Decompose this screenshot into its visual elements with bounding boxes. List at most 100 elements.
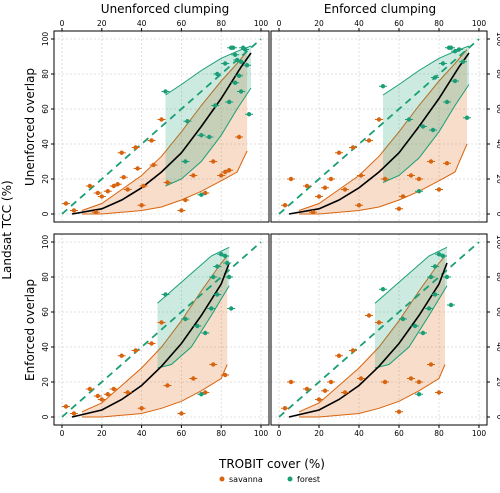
panel-frame	[53, 233, 270, 426]
legend-label-forest: forest	[297, 475, 320, 484]
savanna-point	[191, 376, 196, 381]
y-tick-label-right: 80	[495, 272, 500, 282]
panel-frame	[270, 30, 488, 223]
forest-point	[440, 61, 446, 66]
forest-point	[211, 274, 216, 280]
x-tick-label-top: 60	[177, 19, 187, 28]
y-tick-label-right: 20	[495, 377, 500, 387]
column-title-left: Unenforced clumping	[101, 2, 229, 16]
x-tick-label-top: 40	[137, 19, 147, 28]
savanna-point	[111, 386, 116, 392]
forest-point	[426, 306, 432, 311]
forest-point	[199, 392, 204, 397]
savanna-band	[299, 49, 467, 214]
y-tick-label-right: 40	[495, 342, 500, 352]
savanna-point	[99, 397, 105, 402]
forest-band-lower	[382, 84, 470, 183]
savanna-point	[350, 145, 356, 150]
savanna-point	[159, 320, 164, 325]
y-tick-label-left: 0	[41, 414, 50, 419]
panel-frame	[270, 233, 488, 426]
savanna-point	[125, 187, 130, 192]
x-tick-label-top: 0	[60, 19, 65, 28]
savanna-point	[183, 197, 188, 203]
savanna-point	[376, 117, 382, 122]
savanna-point	[358, 173, 364, 178]
forest-point	[226, 274, 232, 280]
savanna-point	[203, 390, 208, 395]
savanna-point	[356, 203, 362, 208]
forest-point	[242, 47, 248, 52]
savanna-point	[366, 313, 372, 318]
savanna-point	[288, 176, 294, 182]
savanna-point	[203, 190, 208, 196]
mean-curve	[288, 52, 470, 215]
savanna-band-upper	[298, 49, 468, 211]
y-tick-label-right: 100	[495, 32, 500, 47]
forest-point	[219, 252, 224, 257]
savanna-point	[149, 341, 154, 346]
forest-point	[456, 47, 462, 52]
y-tick-label-right: 80	[495, 69, 500, 79]
forest-point	[183, 159, 188, 164]
savanna-point	[316, 194, 322, 199]
forest-point	[430, 127, 436, 133]
savanna-band-upper	[81, 50, 248, 211]
forest-point	[195, 323, 200, 329]
savanna-point	[328, 379, 334, 385]
forest-point	[452, 78, 458, 84]
savanna-band-upper	[81, 255, 228, 413]
forest-point	[215, 71, 220, 77]
y-tick-label-right: 40	[495, 139, 500, 149]
savanna-point	[105, 189, 110, 194]
forest-point	[222, 61, 228, 66]
x-tick-label-bottom: 40	[354, 429, 364, 438]
y-tick-label-left: 100	[41, 235, 50, 250]
panel-1: 0 0 20 20 40 40 60 60 80 80 100 100	[41, 19, 270, 223]
savanna-point	[133, 348, 138, 353]
savanna-point	[428, 159, 434, 164]
savanna-point	[191, 173, 196, 178]
y-tick-label-right: 60	[495, 104, 500, 114]
forest-point	[230, 45, 236, 50]
savanna-band	[81, 256, 228, 417]
savanna-point	[236, 134, 242, 140]
panels: 0 0 20 20 40 40 60 60 80 80 100 100 0 0 20 20 40 40 60 60 80…	[41, 19, 500, 438]
forest-point	[215, 292, 220, 297]
savanna-point	[304, 386, 310, 392]
forest-band	[383, 46, 469, 183]
savanna-point	[408, 173, 414, 178]
forest-point	[199, 192, 204, 197]
savanna-band	[81, 51, 248, 214]
savanna-point	[115, 182, 120, 187]
savanna-band	[299, 256, 445, 417]
one-to-one-line	[278, 241, 480, 418]
x-tick-label-bottom: 80	[434, 429, 444, 438]
y-tick-label-right: 60	[495, 307, 500, 317]
forest-point	[232, 80, 238, 85]
savanna-point	[71, 208, 77, 213]
forest-point	[207, 134, 212, 140]
savanna-band-lower	[299, 143, 468, 215]
savanna-point	[105, 392, 110, 397]
forest-point	[436, 252, 442, 257]
forest-point	[448, 302, 454, 308]
savanna-point	[226, 168, 232, 173]
x-tick-label-bottom: 0	[277, 429, 282, 438]
y-tick-label-left: 60	[41, 104, 50, 114]
savanna-point	[211, 362, 216, 367]
forest-point	[412, 323, 418, 329]
savanna-point	[133, 145, 138, 150]
panel-3: 0 0 20 20 40 40 60 60 80 80 100 100	[41, 233, 270, 438]
forest-point	[432, 292, 438, 297]
y-tick-label-left: 80	[41, 272, 50, 282]
savanna-point	[149, 138, 154, 143]
savanna-point	[316, 397, 322, 402]
savanna-point	[211, 159, 216, 164]
y-tick-label-right: 0	[495, 212, 500, 217]
row-title-bottom: Enforced overlap	[23, 279, 37, 381]
y-tick-label-left: 80	[41, 69, 50, 79]
savanna-band-upper	[298, 255, 446, 413]
forest-point	[432, 75, 438, 80]
forest-band-lower	[165, 87, 252, 187]
